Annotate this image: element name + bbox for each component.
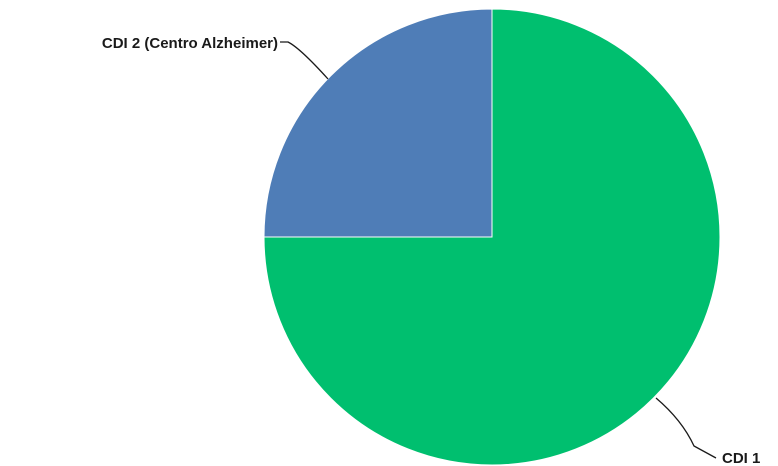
leader-line-1 xyxy=(655,397,717,459)
slice-label-2: CDI 2 (Centro Alzheimer) xyxy=(102,35,278,52)
pie-slices xyxy=(263,8,721,466)
leader-lines xyxy=(280,41,717,459)
slice-label-1: CDI 1 xyxy=(722,450,760,466)
pie-slice-1 xyxy=(263,8,721,466)
leader-line-2 xyxy=(280,41,329,80)
pie-slice-2 xyxy=(263,8,493,238)
slice-labels: CDI 1 CDI 2 (Centro Alzheimer) xyxy=(102,35,760,466)
